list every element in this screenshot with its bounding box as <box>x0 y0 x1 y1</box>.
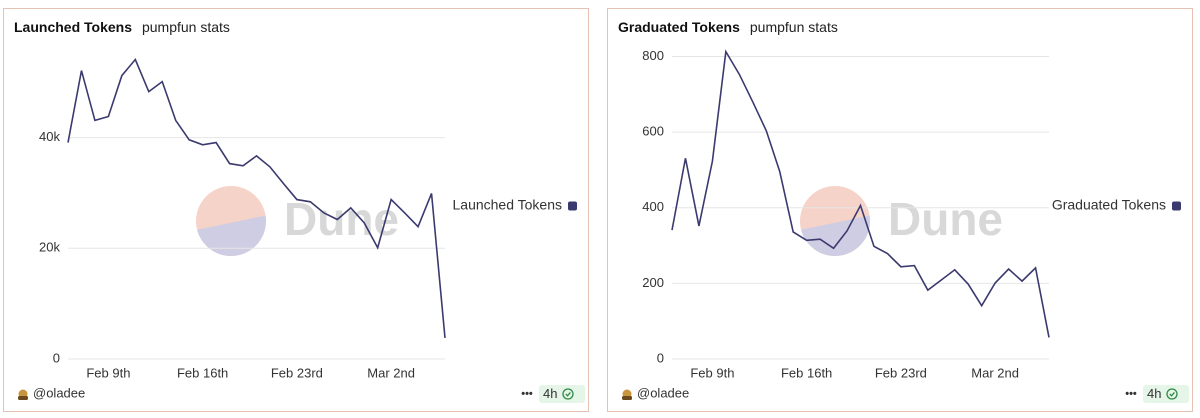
author-avatar <box>622 396 632 400</box>
chart-card: Launched Tokens pumpfun stats Dune 0 20k 40k F… <box>3 8 589 412</box>
subtitle: pumpfun stats <box>750 19 838 35</box>
subtitle: pumpfun stats <box>142 19 230 35</box>
legend-swatch <box>568 201 577 211</box>
chart: Graduated Tokens pumpfun stats Dune 0 200 400… <box>618 19 1189 403</box>
watermark-logo <box>801 215 870 256</box>
y-tick-label: 0 <box>657 350 664 365</box>
chart-card: Graduated Tokens pumpfun stats Dune 0 200 400… <box>607 8 1193 412</box>
x-tick-label: Feb 23rd <box>271 365 323 380</box>
refresh-check <box>562 388 574 400</box>
y-tick-label: 0 <box>53 350 60 365</box>
x-tick-label: Feb 23rd <box>875 365 927 380</box>
y-tick-label: 20k <box>39 240 60 255</box>
author: @oladee <box>637 385 689 400</box>
line-series <box>67 57 446 339</box>
x-tick-label: Feb 16th <box>781 365 832 380</box>
chart-title: Graduated Tokens pumpfun stats <box>618 19 838 35</box>
refresh-check <box>1166 388 1178 400</box>
x-tick-label: Mar 2nd <box>367 365 415 380</box>
refresh-check <box>1169 391 1175 397</box>
watermark: Dune <box>888 193 1003 245</box>
y-tick-label: 800 <box>642 48 664 63</box>
legend-label: Graduated Tokens <box>1052 197 1166 213</box>
refresh-badge[interactable] <box>1143 385 1189 403</box>
refresh-time: 4h <box>1147 386 1161 401</box>
x-tick-label: Mar 2nd <box>971 365 1019 380</box>
watermark-logo <box>197 215 266 256</box>
x-tick-label: Feb 9th <box>690 365 734 380</box>
y-tick-label: 200 <box>642 275 664 290</box>
author: @oladee <box>33 385 85 400</box>
menu-button[interactable]: ••• <box>521 388 533 400</box>
legend-label: Launched Tokens <box>453 197 563 213</box>
watermark: Dune <box>284 193 399 245</box>
x-tick-label: Feb 9th <box>86 365 130 380</box>
author-avatar <box>18 396 28 400</box>
chart-title: Launched Tokens pumpfun stats <box>14 19 230 35</box>
title: Launched Tokens <box>14 19 132 35</box>
y-tick-label: 600 <box>642 124 664 139</box>
refresh-check <box>565 391 571 397</box>
refresh-badge[interactable] <box>539 385 585 403</box>
line-series <box>671 49 1050 338</box>
menu-button[interactable]: ••• <box>1125 388 1137 400</box>
title: Graduated Tokens <box>618 19 740 35</box>
chart: Launched Tokens pumpfun stats Dune 0 20k 40k F… <box>14 19 585 403</box>
y-tick-label: 400 <box>642 199 664 214</box>
refresh-time: 4h <box>543 386 557 401</box>
x-tick-label: Feb 16th <box>177 365 228 380</box>
y-tick-label: 40k <box>39 129 60 144</box>
legend-swatch <box>1172 201 1181 211</box>
